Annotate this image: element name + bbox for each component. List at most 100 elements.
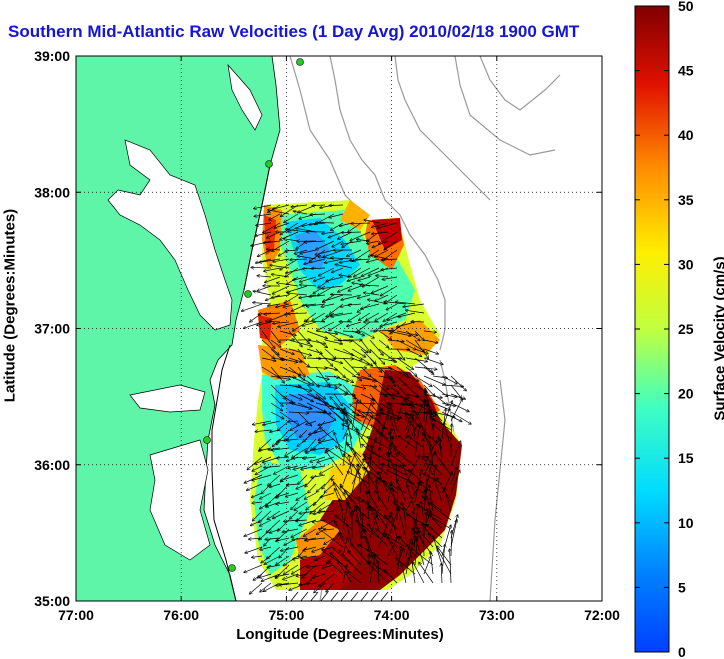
- velocity-arrow: [303, 457, 317, 459]
- velocity-arrow: [334, 432, 344, 458]
- velocity-arrow: [381, 259, 398, 260]
- velocity-arrow: [319, 398, 344, 422]
- velocity-arrow: [381, 285, 398, 296]
- y-tick-label: 39:00: [34, 48, 70, 64]
- velocity-arrow: [267, 546, 281, 559]
- velocity-arrow: [396, 384, 409, 398]
- velocity-arrow: [422, 433, 434, 449]
- velocity-arrow: [371, 555, 380, 575]
- velocity-arrow: [369, 554, 375, 584]
- x-tick-label: 77:00: [58, 607, 94, 623]
- velocity-arrow: [335, 521, 344, 539]
- velocity-arrow: [281, 204, 299, 216]
- velocity-arrow: [273, 322, 290, 324]
- velocity-arrow: [313, 447, 326, 450]
- velocity-arrow: [250, 582, 263, 594]
- velocity-arrow: [405, 542, 413, 575]
- velocity-arrow: [371, 255, 389, 260]
- velocity-arrow: [398, 436, 416, 449]
- velocity-arrow: [286, 492, 299, 497]
- velocity-arrow: [382, 276, 398, 280]
- velocity-arrow: [343, 409, 362, 422]
- velocity-arrow: [450, 471, 460, 494]
- velocity-arrow: [369, 476, 370, 503]
- velocity-arrow: [357, 240, 371, 242]
- velocity-arrow: [430, 552, 434, 575]
- velocity-arrow: [384, 570, 398, 584]
- velocity-arrow: [315, 366, 330, 386]
- velocity-arrow: [252, 556, 263, 557]
- velocity-arrow: [367, 240, 380, 244]
- velocity-arrow: [369, 357, 382, 372]
- delaware-bay: [227, 63, 263, 131]
- velocity-arrow: [308, 483, 317, 493]
- velocity-arrow: [324, 529, 335, 530]
- velocity-arrow: [252, 465, 263, 471]
- velocity-arrow: [450, 384, 462, 398]
- velocity-arrow: [319, 573, 335, 586]
- velocity-arrow: [253, 291, 272, 296]
- colorbar-tick-label: 20: [678, 386, 694, 402]
- velocity-arrow: [329, 205, 344, 206]
- velocity-arrow: [441, 385, 463, 387]
- velocity-arrow: [288, 330, 302, 347]
- velocity-arrow: [318, 429, 335, 441]
- velocity-arrow: [347, 419, 353, 449]
- velocity-arrow: [306, 384, 326, 399]
- velocity-arrow: [396, 366, 408, 375]
- velocity-arrow: [342, 357, 359, 375]
- velocity-arrow: [264, 466, 281, 468]
- velocity-arrow: [342, 424, 371, 440]
- velocity-arrow: [304, 528, 317, 536]
- velocity-arrow: [287, 439, 299, 440]
- velocity-arrow: [342, 366, 362, 381]
- velocity-arrow: [405, 348, 422, 356]
- velocity-arrow: [340, 222, 353, 226]
- velocity-arrow: [351, 348, 365, 357]
- velocity-arrow: [428, 534, 443, 548]
- velocity-arrow: [256, 222, 272, 225]
- velocity-arrow: [297, 402, 311, 409]
- velocity-arrow: [298, 256, 317, 260]
- velocity-arrow: [369, 348, 385, 364]
- velocity-arrow: [350, 231, 371, 241]
- y-tick-label: 37:00: [34, 321, 70, 337]
- velocity-arrow: [280, 258, 299, 270]
- velocity-arrow: [291, 204, 308, 207]
- velocity-arrow: [386, 303, 398, 310]
- velocity-arrow: [259, 438, 272, 450]
- colorbar-tick-label: 10: [678, 515, 694, 531]
- velocity-arrow: [297, 393, 313, 402]
- velocity-arrow: [350, 259, 371, 261]
- velocity-arrow: [351, 330, 364, 336]
- barrier-islands: [211, 164, 271, 601]
- velocity-arrow: [270, 528, 281, 533]
- velocity-arrow: [249, 538, 263, 539]
- velocity-arrow: [314, 582, 326, 593]
- velocity-arrow: [260, 573, 272, 578]
- velocity-arrow: [279, 582, 299, 585]
- velocity-arrow: [396, 339, 416, 350]
- velocity-arrow: [450, 375, 466, 391]
- velocity-arrow: [347, 276, 362, 281]
- velocity-arrow: [321, 519, 335, 528]
- velocity-arrow: [322, 231, 335, 234]
- velocity-arrow: [414, 424, 420, 458]
- velocity-arrow: [275, 492, 290, 497]
- velocity-arrow: [390, 444, 407, 458]
- velocity-arrow: [333, 340, 352, 341]
- colorbar-tick-label: 40: [678, 127, 694, 143]
- velocity-arrow: [322, 285, 344, 289]
- velocity-arrow: [297, 357, 309, 367]
- velocity-arrow: [414, 469, 422, 503]
- velocity-arrow: [351, 401, 357, 431]
- velocity-arrow: [288, 339, 312, 346]
- velocity-arrow: [387, 340, 404, 342]
- velocity-arrow: [333, 330, 353, 337]
- velocity-arrow: [290, 259, 308, 260]
- velocity-arrow: [372, 285, 389, 293]
- velocity-arrow: [414, 506, 418, 530]
- velocity-arrow: [284, 213, 299, 223]
- velocity-arrow: [377, 431, 398, 449]
- velocity-arrow: [347, 572, 362, 584]
